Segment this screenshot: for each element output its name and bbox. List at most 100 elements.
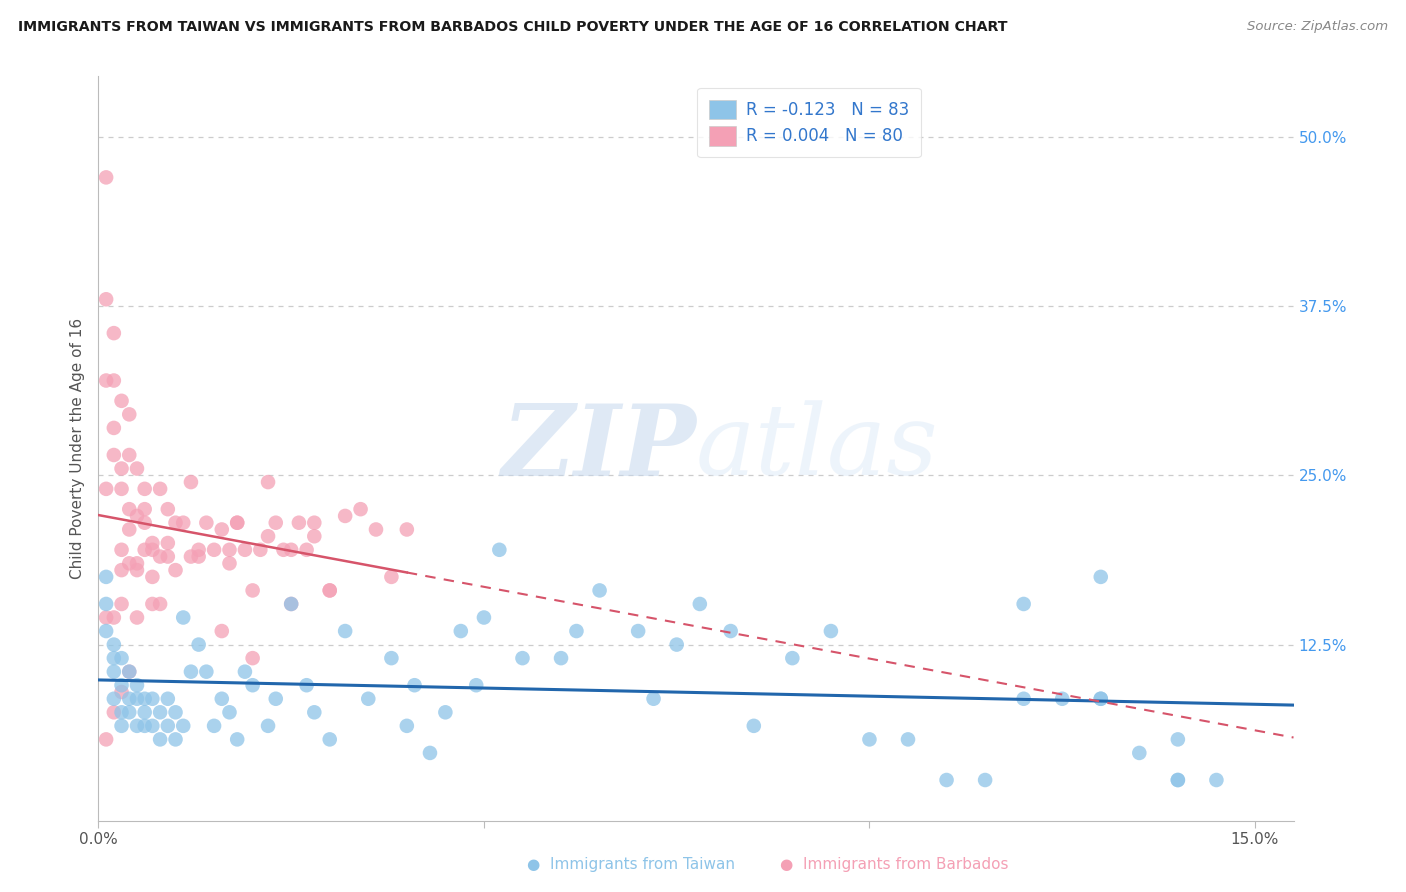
Point xyxy=(280,597,302,611)
Point xyxy=(295,542,318,557)
Point xyxy=(134,706,156,720)
Point xyxy=(689,597,711,611)
Point xyxy=(172,610,194,624)
Point xyxy=(118,706,141,720)
Point xyxy=(172,516,194,530)
Point xyxy=(226,732,249,747)
Point xyxy=(242,583,264,598)
Point xyxy=(643,691,665,706)
Point xyxy=(165,516,187,530)
Point xyxy=(226,516,249,530)
Point xyxy=(118,448,141,462)
Point xyxy=(242,678,264,692)
Point xyxy=(110,706,132,720)
Point xyxy=(141,536,163,550)
Point xyxy=(304,529,326,543)
Point xyxy=(742,719,765,733)
Point xyxy=(125,678,148,692)
Point xyxy=(134,719,156,733)
Point xyxy=(720,624,742,638)
Point xyxy=(110,685,132,699)
Point xyxy=(627,624,650,638)
Point xyxy=(264,516,287,530)
Point xyxy=(434,706,457,720)
Point xyxy=(233,542,256,557)
Point xyxy=(118,408,141,422)
Point xyxy=(134,516,156,530)
Point xyxy=(380,651,402,665)
Point xyxy=(488,542,510,557)
Point xyxy=(125,691,148,706)
Point xyxy=(149,732,172,747)
Point xyxy=(319,732,342,747)
Point xyxy=(156,502,179,516)
Legend: R = -0.123   N = 83, R = 0.004   N = 80: R = -0.123 N = 83, R = 0.004 N = 80 xyxy=(697,88,921,157)
Point xyxy=(550,651,572,665)
Point xyxy=(280,597,302,611)
Point xyxy=(110,461,132,475)
Point xyxy=(103,326,125,340)
Point xyxy=(1090,570,1112,584)
Point xyxy=(156,549,179,564)
Point xyxy=(257,719,280,733)
Point xyxy=(110,597,132,611)
Point xyxy=(404,678,426,692)
Point xyxy=(94,293,117,307)
Text: ●  Immigrants from Taiwan: ● Immigrants from Taiwan xyxy=(527,857,735,872)
Point xyxy=(820,624,842,638)
Point xyxy=(187,549,209,564)
Text: atlas: atlas xyxy=(696,401,939,496)
Point xyxy=(134,502,156,516)
Point xyxy=(110,719,132,733)
Point xyxy=(565,624,588,638)
Point xyxy=(319,583,342,598)
Point xyxy=(257,475,280,489)
Point xyxy=(172,719,194,733)
Point xyxy=(211,624,233,638)
Point xyxy=(94,374,117,388)
Point xyxy=(103,706,125,720)
Point xyxy=(1205,772,1227,787)
Point xyxy=(156,691,179,706)
Point xyxy=(118,691,141,706)
Point xyxy=(1012,597,1035,611)
Text: ZIP: ZIP xyxy=(501,400,696,497)
Text: Source: ZipAtlas.com: Source: ZipAtlas.com xyxy=(1247,20,1388,33)
Point xyxy=(118,523,141,537)
Point xyxy=(974,772,997,787)
Point xyxy=(187,638,209,652)
Point xyxy=(465,678,488,692)
Point xyxy=(897,732,920,747)
Point xyxy=(118,665,141,679)
Point xyxy=(141,597,163,611)
Point xyxy=(94,610,117,624)
Point xyxy=(103,665,125,679)
Point xyxy=(195,665,218,679)
Point xyxy=(187,542,209,557)
Point xyxy=(288,516,311,530)
Point xyxy=(103,691,125,706)
Point xyxy=(249,542,271,557)
Point xyxy=(103,421,125,435)
Point xyxy=(858,732,880,747)
Point xyxy=(395,523,418,537)
Point xyxy=(472,610,495,624)
Point xyxy=(141,542,163,557)
Point xyxy=(233,665,256,679)
Point xyxy=(149,549,172,564)
Point xyxy=(110,393,132,408)
Point xyxy=(118,665,141,679)
Point xyxy=(103,374,125,388)
Point xyxy=(165,563,187,577)
Point xyxy=(333,624,356,638)
Point xyxy=(242,651,264,665)
Point xyxy=(395,719,418,733)
Point xyxy=(110,563,132,577)
Point xyxy=(134,691,156,706)
Point xyxy=(94,732,117,747)
Point xyxy=(156,536,179,550)
Point xyxy=(512,651,534,665)
Point xyxy=(110,542,132,557)
Point xyxy=(110,651,132,665)
Point xyxy=(125,508,148,523)
